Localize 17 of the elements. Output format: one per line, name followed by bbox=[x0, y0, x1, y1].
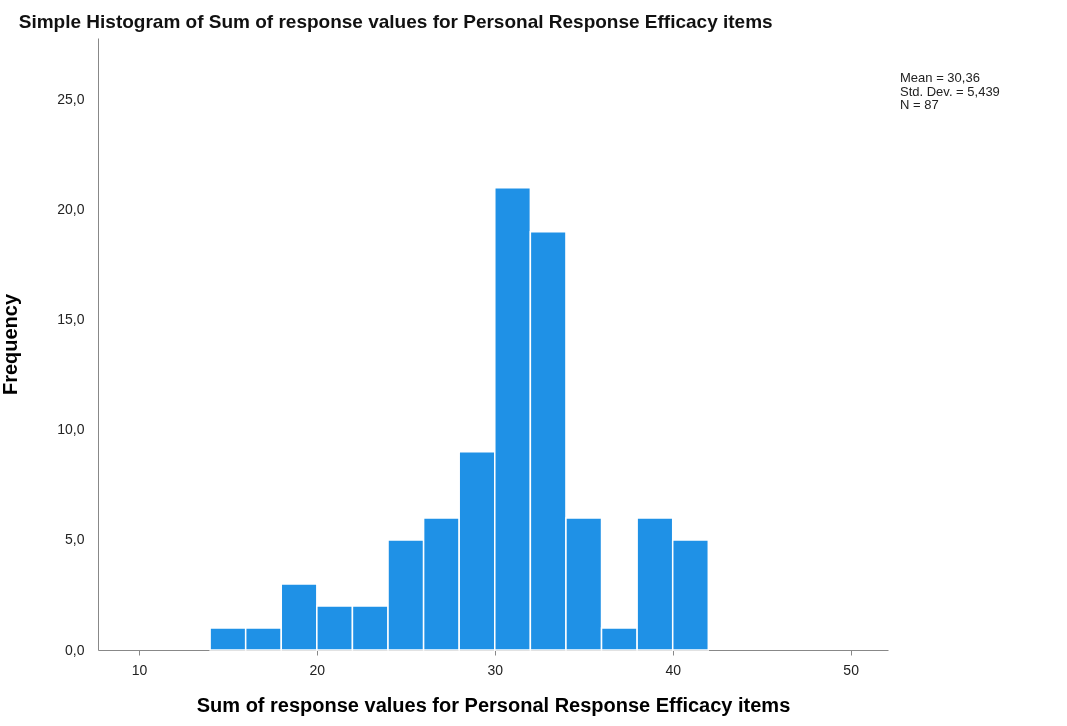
y-tick-label: 0,0 bbox=[65, 641, 85, 658]
x-tick-label: 40 bbox=[665, 661, 682, 678]
y-axis-title: Frequency bbox=[0, 293, 22, 396]
text: N = 87 bbox=[900, 97, 939, 112]
text: Mean = 30,36 bbox=[900, 70, 980, 85]
y-tick-label: 20,0 bbox=[57, 201, 85, 218]
x-tick-label: 20 bbox=[309, 661, 326, 678]
y-tick-label: 25,0 bbox=[57, 91, 85, 108]
y-tick-label: 5,0 bbox=[65, 531, 85, 548]
x-tick-label: 30 bbox=[487, 661, 504, 678]
x-tick-label: 10 bbox=[131, 661, 148, 678]
y-tick-label: 15,0 bbox=[57, 311, 85, 328]
x-axis-title: Sum of response values for Personal Response Efficacy items bbox=[196, 693, 791, 716]
y-tick-label: 10,0 bbox=[57, 421, 85, 438]
text: Std. Dev. = 5,439 bbox=[900, 83, 1000, 99]
chart-title: Simple Histogram of Sum of response values for Personal Response Efficacy items bbox=[18, 11, 773, 32]
x-tick-label: 50 bbox=[843, 661, 860, 678]
